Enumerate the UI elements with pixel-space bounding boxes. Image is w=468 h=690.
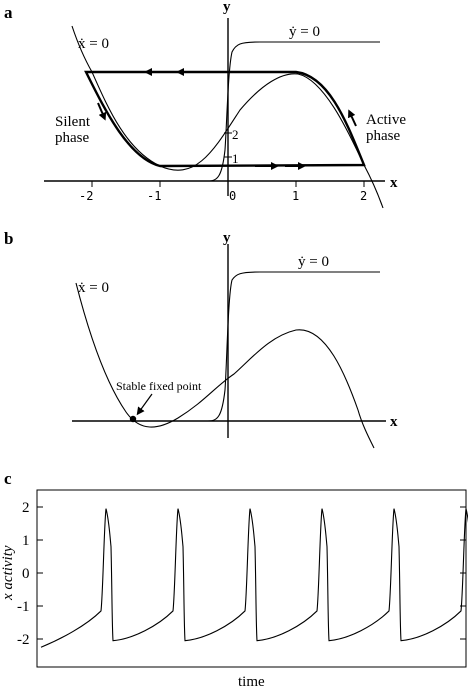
panel-a-ydot-label: ẏ = 0	[289, 24, 320, 40]
panel-a-y-tick: 2	[232, 127, 239, 142]
panel-b-x-axis-label: x	[390, 414, 398, 430]
panel-a-x-axis-label: x	[390, 175, 398, 191]
panel-c-y-tick: 0	[22, 566, 30, 582]
panel-c-y-ticks: 2 1 0 -1 -2	[17, 500, 466, 648]
panel-a-x-tick: 2	[360, 189, 367, 203]
panel-b-xdot-label: ẋ = 0	[78, 280, 109, 296]
panel-a-xdot-label: ẋ = 0	[78, 36, 109, 52]
panel-a-y-axis-label: y	[223, 0, 231, 15]
panel-c-y-tick: -2	[17, 632, 30, 648]
panel-a-active-label: Active	[366, 112, 406, 128]
panel-a-letter: a	[4, 3, 13, 22]
panel-c-letter: c	[4, 469, 12, 488]
panel-a: a y x -2 -1 0 1 2 2 1	[4, 0, 406, 209]
panel-b-fixed-point-label: Stable fixed point	[116, 379, 202, 393]
panel-a-x-tick: 1	[292, 189, 299, 203]
panel-c-activity-trace	[40, 508, 468, 648]
panel-a-x-tick: -1	[147, 189, 161, 203]
panel-a-y-nullcline	[44, 41, 380, 182]
panel-b-x-nullcline	[75, 282, 375, 449]
panel-a-x-tick: 0	[229, 189, 236, 203]
panel-c: c 2 1 0 -1 -2 x activity time	[0, 469, 468, 690]
panel-c-y-tick: 1	[22, 533, 30, 549]
panel-c-frame	[36, 489, 467, 668]
panel-a-silent-label: phase	[55, 130, 89, 146]
panel-b: b y x ẋ = 0 ẏ = 0 Stable fixed point	[4, 229, 398, 449]
panel-a-limit-cycle	[84, 70, 366, 168]
panel-b-ydot-label: ẏ = 0	[298, 254, 329, 270]
panel-b-fixed-point	[129, 415, 137, 423]
panel-a-y-tick: 1	[232, 151, 239, 166]
panel-a-cycle-arrow	[97, 102, 107, 121]
panel-a-cycle-arrow	[348, 109, 357, 127]
panel-a-silent-label: Silent	[55, 114, 91, 130]
panel-b-fixed-point-arrow	[136, 393, 153, 416]
panel-a-active-label: phase	[366, 128, 400, 144]
panel-c-y-tick: 2	[22, 500, 30, 516]
panel-c-ylabel: x activity	[0, 545, 16, 601]
panel-a-x-tick: -2	[79, 189, 93, 203]
panel-b-letter: b	[4, 229, 13, 248]
panel-a-x-ticks: -2 -1 0 1 2	[79, 181, 367, 203]
panel-c-xlabel: time	[238, 674, 265, 690]
panel-b-y-axis-label: y	[223, 230, 231, 246]
panel-c-y-tick: -1	[17, 599, 30, 615]
panel-b-y-nullcline	[72, 271, 380, 422]
